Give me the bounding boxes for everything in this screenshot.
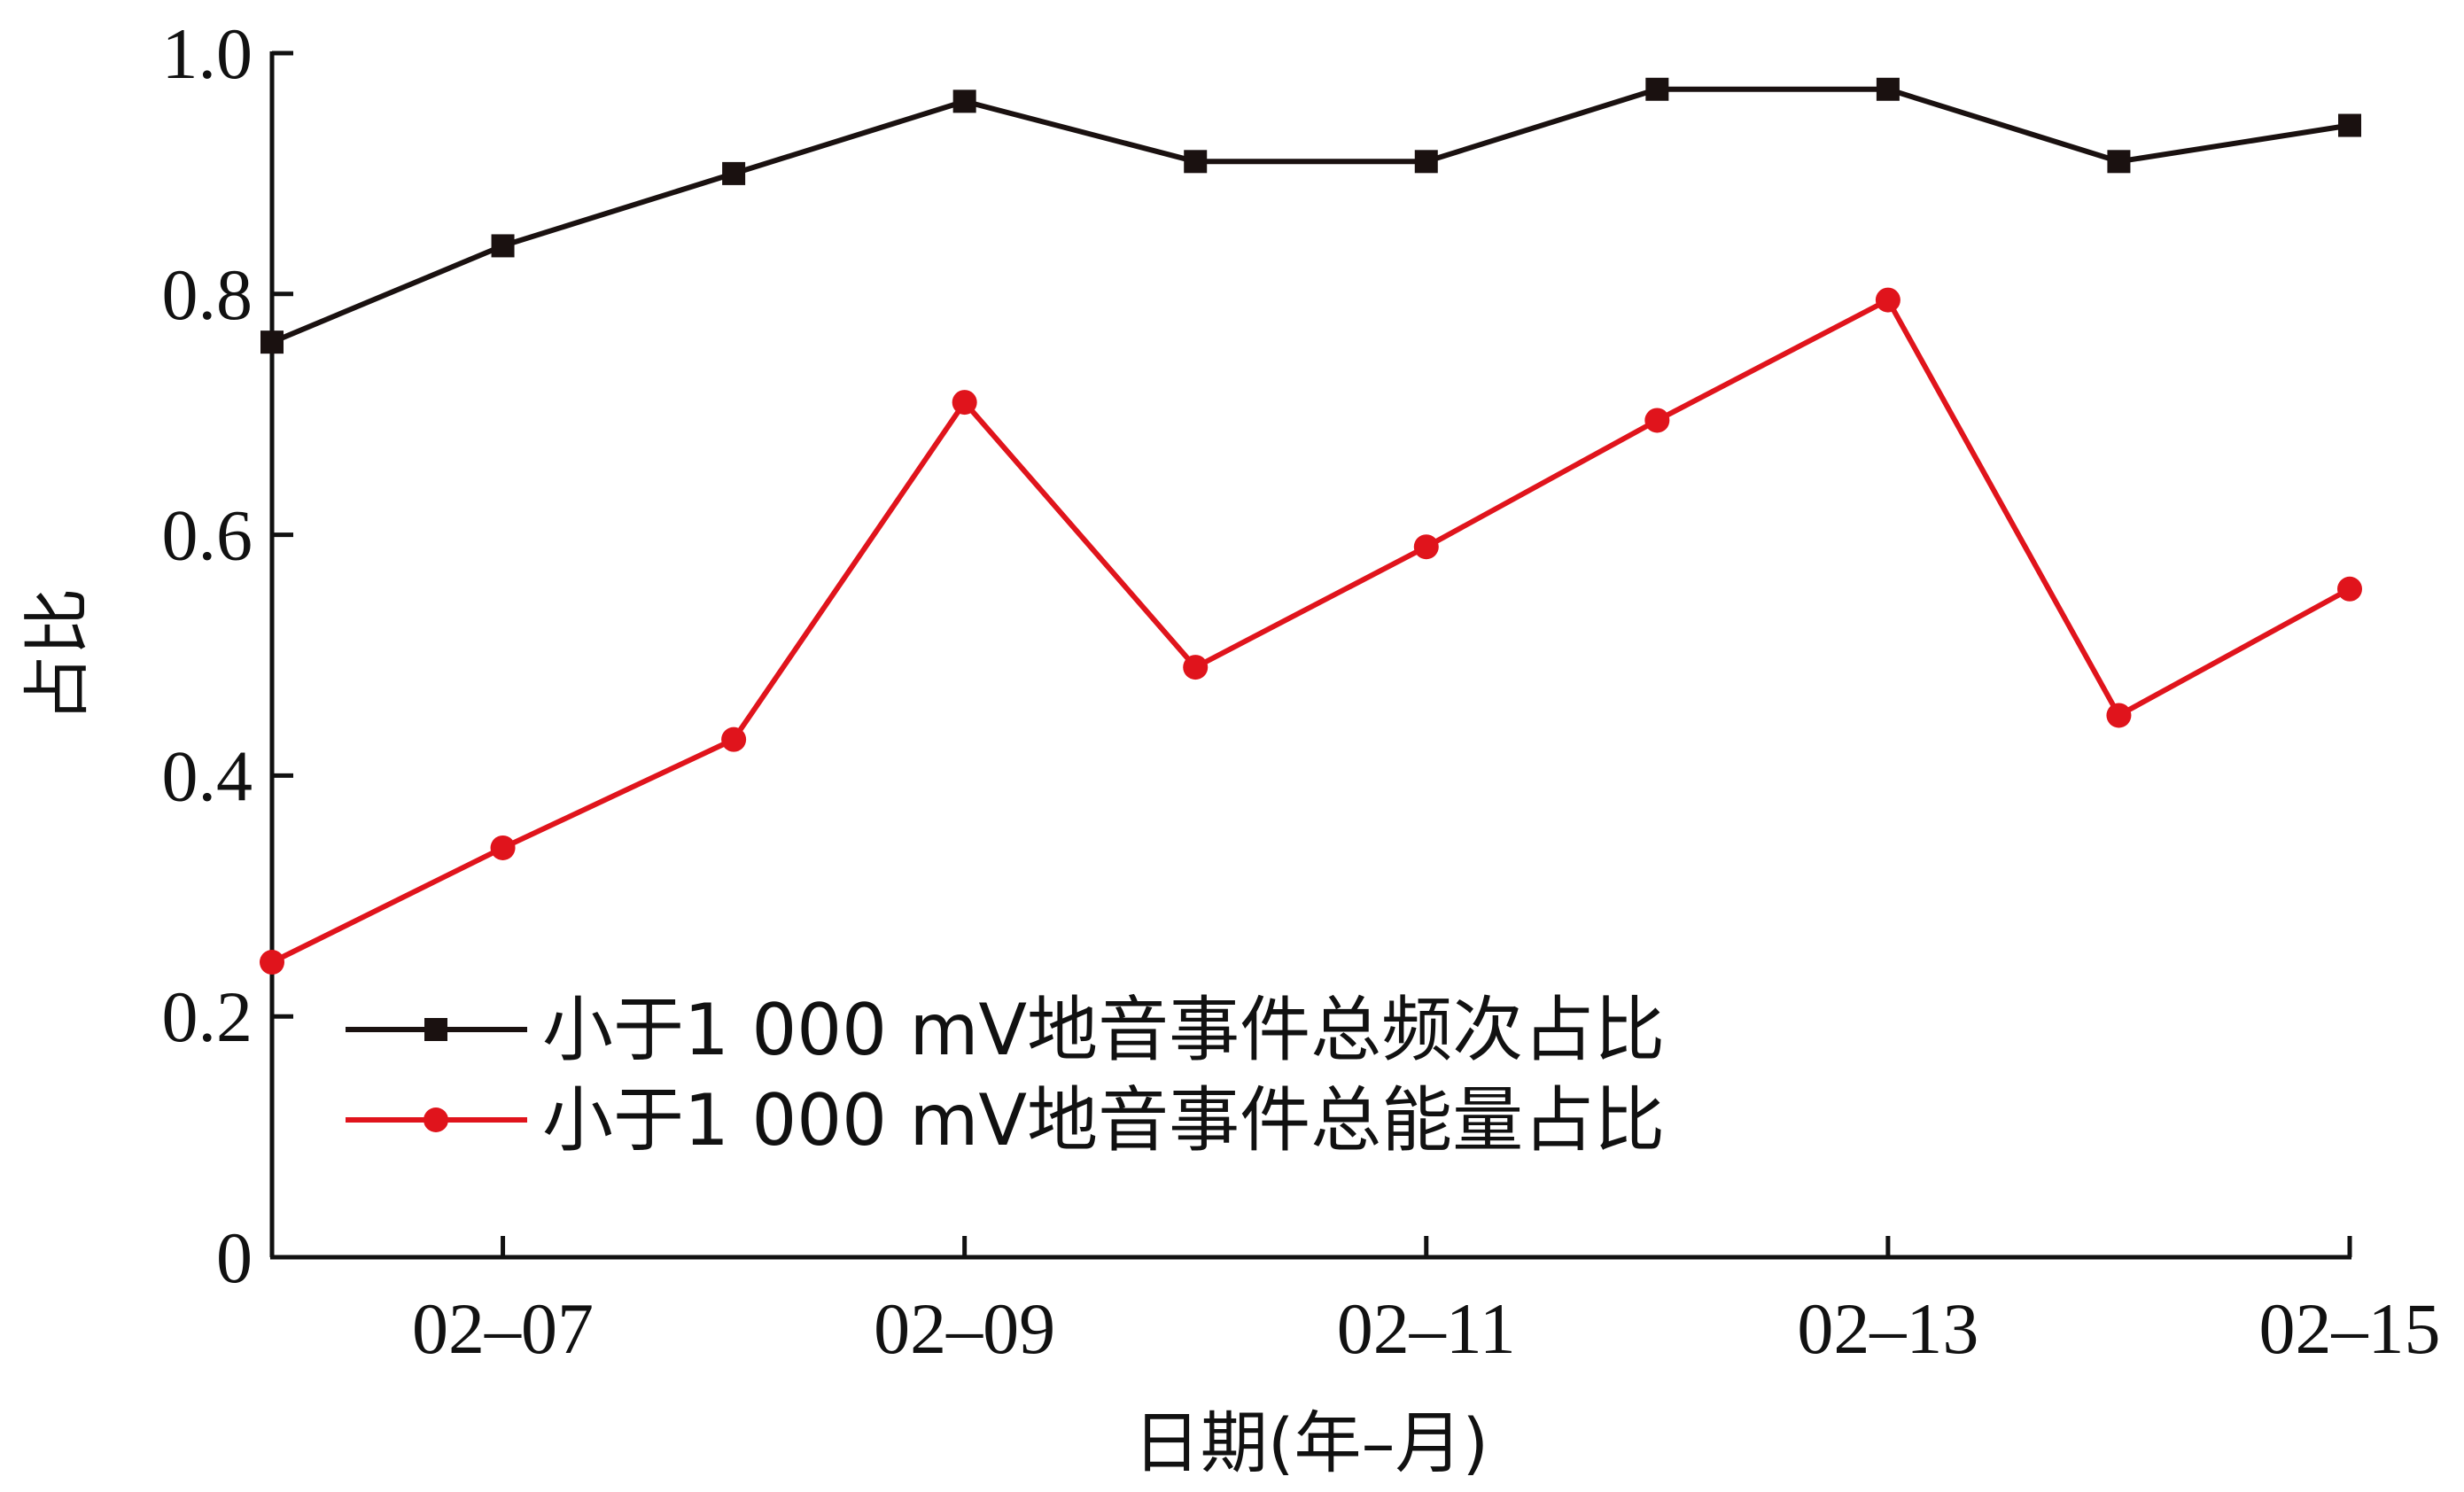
x-tick-label: 02–11 bbox=[1337, 1288, 1516, 1369]
legend-label: 小于1 000 mV地音事件总能量占比 bbox=[542, 1079, 1665, 1162]
data-point bbox=[491, 234, 515, 258]
data-point bbox=[2107, 150, 2131, 174]
y-tick-label: 0.8 bbox=[162, 254, 253, 335]
data-point bbox=[1875, 287, 1900, 313]
series-layer bbox=[260, 77, 2362, 975]
data-point bbox=[260, 330, 284, 354]
data-point bbox=[1184, 150, 1208, 174]
data-point bbox=[2106, 703, 2132, 728]
data-point bbox=[490, 835, 516, 860]
data-point bbox=[1414, 150, 1438, 174]
data-point bbox=[2337, 576, 2362, 602]
data-point bbox=[1876, 77, 1900, 101]
y-axis-title: 占比 bbox=[18, 588, 97, 723]
x-axis-title: 日期(年–月) bbox=[1133, 1403, 1489, 1482]
axes bbox=[269, 51, 2351, 1260]
legend-marker bbox=[424, 1018, 447, 1041]
data-point bbox=[1645, 77, 1669, 101]
data-point bbox=[952, 390, 977, 416]
data-point bbox=[721, 727, 747, 752]
data-point bbox=[260, 950, 284, 975]
legend-label: 小于1 000 mV地音事件总频次占比 bbox=[542, 989, 1665, 1071]
series-line-2 bbox=[270, 297, 2351, 965]
x-tick-label: 02–09 bbox=[874, 1288, 1055, 1369]
data-point bbox=[722, 161, 746, 185]
series-2 bbox=[260, 287, 2362, 975]
y-tick-label: 0.4 bbox=[162, 735, 253, 816]
y-tick-label: 0 bbox=[216, 1217, 253, 1298]
series-1 bbox=[260, 77, 2361, 354]
series-line-1 bbox=[270, 86, 2351, 345]
y-tick-label: 0.2 bbox=[162, 976, 253, 1057]
data-point bbox=[1413, 534, 1439, 560]
y-ticks: 0 0.2 0.4 0.6 0.8 1.0 bbox=[162, 13, 293, 1298]
x-tick-label: 02–15 bbox=[2259, 1288, 2441, 1369]
data-point bbox=[1183, 655, 1209, 680]
data-point bbox=[1644, 408, 1670, 433]
data-point bbox=[952, 89, 976, 113]
x-tick-label: 02–13 bbox=[1797, 1288, 1978, 1369]
data-point bbox=[2338, 113, 2361, 137]
y-tick-label: 0.6 bbox=[162, 495, 253, 576]
x-tick-label: 02–07 bbox=[412, 1288, 594, 1369]
y-tick-label: 1.0 bbox=[162, 13, 253, 94]
legend-marker bbox=[424, 1107, 448, 1132]
x-ticks: 02–07 02–09 02–11 02–13 02–15 bbox=[412, 1236, 2441, 1369]
